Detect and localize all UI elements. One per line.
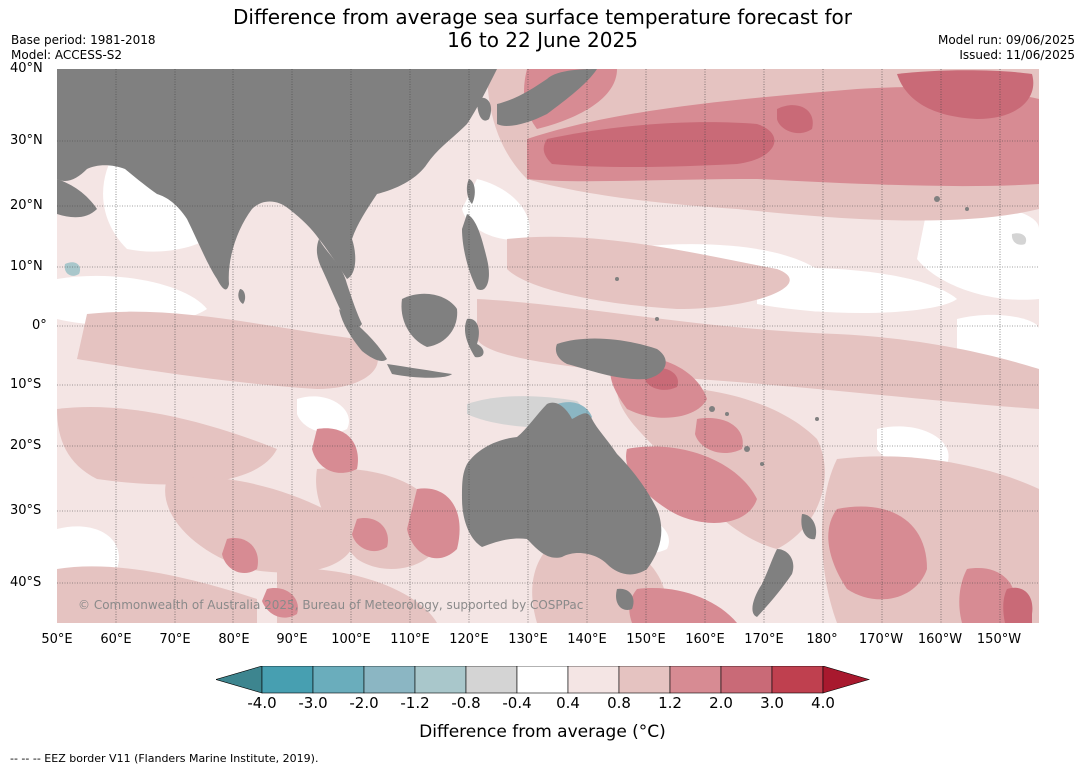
lon-label-50e: 50°E bbox=[41, 632, 73, 647]
lon-label-170w: 170°W bbox=[858, 632, 904, 647]
copyright-text: © Commonwealth of Australia 2025, Bureau… bbox=[78, 598, 584, 612]
colorbar-segment bbox=[261, 666, 314, 694]
colorbar-title: Difference from average (°C) bbox=[419, 722, 666, 742]
lat-label-20s: 20°S bbox=[10, 438, 42, 453]
colorbar-segment bbox=[822, 666, 870, 694]
colorbar-tick-label: -4.0 bbox=[247, 694, 277, 712]
colorbar bbox=[216, 666, 870, 694]
lon-label-140e: 140°E bbox=[567, 632, 607, 647]
colorbar-segment bbox=[618, 666, 671, 694]
base-period-text: Base period: 1981-2018 bbox=[11, 33, 156, 47]
colorbar-segment bbox=[363, 666, 416, 694]
lon-label-160w: 160°W bbox=[917, 632, 963, 647]
chart-title-line-2: 16 to 22 June 2025 bbox=[447, 28, 638, 52]
lat-label-30s: 30°S bbox=[10, 503, 42, 518]
lon-label-160e: 160°E bbox=[685, 632, 725, 647]
colorbar-tick-label: 0.4 bbox=[556, 694, 580, 712]
lat-label-20n: 20°N bbox=[10, 198, 43, 213]
lon-label-150w: 150°W bbox=[976, 632, 1022, 647]
lat-label-10n: 10°N bbox=[10, 259, 43, 274]
colorbar-tick-label: 0.8 bbox=[607, 694, 631, 712]
colorbar-tick-label: -3.0 bbox=[298, 694, 328, 712]
colorbar-tick-label: -0.8 bbox=[451, 694, 481, 712]
colorbar-tick-label: -0.4 bbox=[502, 694, 532, 712]
lon-label-90e: 90°E bbox=[276, 632, 308, 647]
chart-title-line-1: Difference from average sea surface temp… bbox=[232, 5, 852, 29]
colorbar-segment bbox=[516, 666, 569, 694]
colorbar-tick-label: 3.0 bbox=[760, 694, 784, 712]
hawaii-patch bbox=[1011, 233, 1027, 245]
lon-label-120e: 120°E bbox=[449, 632, 489, 647]
lat-label-equator: 0° bbox=[32, 318, 47, 333]
sst-anomaly-map bbox=[57, 69, 1039, 623]
model-text: Model: ACCESS-S2 bbox=[11, 48, 123, 62]
footnote: -- -- -- EEZ border V11 (Flanders Marine… bbox=[10, 752, 319, 765]
colorbar-tick-label: -1.2 bbox=[400, 694, 430, 712]
colorbar-segment bbox=[669, 666, 722, 694]
land-masses bbox=[57, 69, 969, 617]
lat-label-30n: 30°N bbox=[10, 133, 43, 148]
meta-right: Model run: 09/06/2025 Issued: 11/06/2025 bbox=[938, 33, 1075, 63]
lon-label-180: 180° bbox=[806, 632, 838, 647]
issued-text: Issued: 11/06/2025 bbox=[959, 48, 1075, 62]
lat-label-40n: 40°N bbox=[10, 61, 43, 76]
meta-left: Base period: 1981-2018 Model: ACCESS-S2 bbox=[11, 33, 156, 63]
colorbar-segment bbox=[720, 666, 773, 694]
colorbar-segment bbox=[312, 666, 365, 694]
lon-label-60e: 60°E bbox=[100, 632, 132, 647]
lon-label-70e: 70°E bbox=[159, 632, 191, 647]
colorbar-segment bbox=[414, 666, 467, 694]
colorbar-segment bbox=[465, 666, 518, 694]
lon-label-110e: 110°E bbox=[390, 632, 430, 647]
graticule bbox=[57, 69, 1039, 623]
colorbar-segment bbox=[567, 666, 620, 694]
lat-label-10s: 10°S bbox=[10, 377, 42, 392]
lat-label-40s: 40°S bbox=[10, 575, 42, 590]
model-run-text: Model run: 09/06/2025 bbox=[937, 33, 1075, 47]
colorbar-tick-label: 4.0 bbox=[811, 694, 835, 712]
colorbar-segment bbox=[771, 666, 824, 694]
lon-label-170e: 170°E bbox=[744, 632, 784, 647]
colorbar-tick-label: -2.0 bbox=[349, 694, 379, 712]
colorbar-segment bbox=[216, 666, 263, 694]
lon-label-150e: 150°E bbox=[626, 632, 666, 647]
lon-label-80e: 80°E bbox=[218, 632, 250, 647]
colorbar-tick-label: 1.2 bbox=[658, 694, 682, 712]
lon-label-130e: 130°E bbox=[508, 632, 548, 647]
colorbar-tick-label: 2.0 bbox=[709, 694, 733, 712]
lon-label-100e: 100°E bbox=[331, 632, 371, 647]
